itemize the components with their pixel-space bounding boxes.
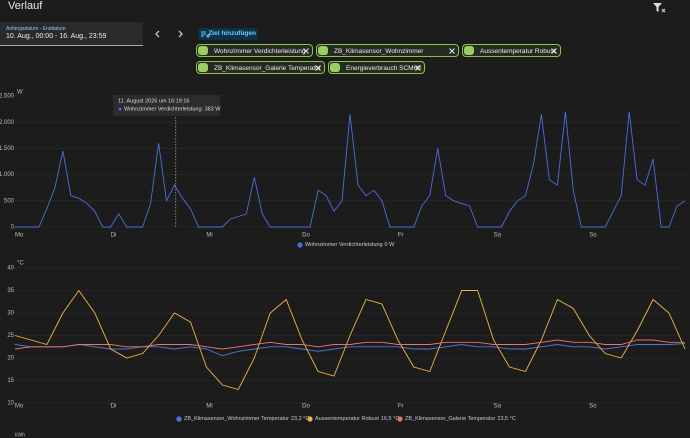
x-tick-label: Di	[111, 404, 117, 410]
filter-icon[interactable]	[652, 2, 666, 14]
legend-name: ZB_Klimasensor_Wohnzimmer Temperatur	[184, 416, 289, 422]
chip-remove[interactable]	[415, 65, 421, 71]
legend-name: Aussentemperatur Robust	[315, 416, 379, 422]
x-tick-label: Mi	[206, 404, 212, 410]
y-tick-label: 35	[7, 288, 14, 294]
x-tick-label: Mo	[15, 404, 24, 410]
chip-icon	[330, 63, 340, 72]
target-chip[interactable]: Energieverbrauch SCM60	[328, 61, 425, 74]
x-tick-label: Fr	[398, 233, 404, 239]
x-tick-label: Mi	[206, 233, 212, 239]
y-tick-label: 1.500	[0, 146, 15, 152]
x-tick-label: Di	[111, 233, 117, 239]
y-axis-unit: °C	[17, 261, 24, 267]
legend-marker	[307, 416, 313, 422]
x-tick-label: Fr	[398, 404, 404, 410]
legend-state: 0 W	[385, 242, 396, 248]
legend-label: Wohnzimmer Verdichterleistung 0 W	[305, 242, 395, 248]
legend-label: ZB_Klimasensor_Wohnzimmer Temperatur 23,2…	[184, 416, 309, 422]
series-line	[15, 111, 686, 228]
y-tick-label: 0	[11, 225, 15, 231]
chip-remove[interactable]	[315, 65, 321, 71]
legend-marker	[297, 242, 303, 248]
legend-label: Aussentemperatur Robust 16,5 °C	[315, 416, 399, 422]
target-chip[interactable]: Wohnzimmer Verdichterleistung	[196, 44, 313, 57]
add-target-button[interactable]: Ziel hinzufügen	[198, 28, 258, 40]
x-tick-label: So	[589, 233, 597, 239]
legend-name: Wohnzimmer Verdichterleistung	[305, 242, 383, 248]
legend-label: ZB_Klimasensor_Galerie Temperatur 23,5 °C	[405, 416, 516, 422]
y-tick-label: 15	[7, 378, 14, 384]
chip-icon	[198, 63, 208, 72]
legend-state: 23,5 °C	[497, 416, 515, 422]
tooltip-marker	[118, 107, 122, 111]
add-icon	[201, 31, 210, 38]
series-line	[14, 343, 686, 357]
date-picker[interactable]: Anfangsdatum - Enddatum 10. Aug., 00:00 -…	[0, 22, 143, 46]
date-value: 10. Aug., 00:00 - 16. Aug., 23:59	[6, 33, 107, 40]
date-label: Anfangsdatum - Enddatum	[6, 26, 66, 32]
chip-label: Wohnzimmer Verdichterleistung	[214, 48, 306, 55]
legend-state: 16,5 °C	[381, 416, 399, 422]
legend-state: 23,2 °C	[291, 416, 309, 422]
x-tick-label: Do	[302, 404, 310, 410]
tooltip-title: 11. August 2026 um 16:19:16	[118, 98, 189, 104]
chip-remove[interactable]	[303, 48, 309, 54]
x-tick-label: Do	[302, 233, 310, 239]
chip-label: ZB_Klimasensor_Galerie Temperatur	[214, 65, 321, 72]
y-tick-label: 30	[7, 311, 14, 317]
y-axis-unit: W	[17, 90, 23, 96]
chip-icon	[464, 46, 474, 55]
chip-remove[interactable]	[551, 48, 557, 54]
y-tick-label: 2.000	[0, 120, 15, 126]
chip-icon	[198, 46, 208, 55]
next-chart-unit: kWh	[15, 432, 25, 438]
tooltip-text: Wohnzimmer Verdichterleistung: 383 W	[124, 106, 221, 112]
y-tick-label: 25	[7, 333, 14, 339]
page-title: Verlauf	[8, 0, 43, 12]
y-tick-label: 2.500	[0, 94, 15, 100]
legend-marker	[176, 416, 182, 422]
y-tick-label: 500	[4, 198, 15, 204]
legend-name: ZB_Klimasensor_Galerie Temperatur	[405, 416, 496, 422]
series-line	[14, 339, 685, 350]
chip-icon	[318, 46, 328, 55]
tooltip-box	[113, 95, 220, 116]
x-tick-label: So	[589, 404, 597, 410]
series-line	[14, 289, 686, 391]
chip-remove[interactable]	[449, 48, 455, 54]
x-tick-label: Sa	[494, 233, 502, 239]
x-tick-label: Sa	[494, 404, 502, 410]
nav-arrows[interactable]	[152, 29, 188, 39]
x-tick-label: Mo	[15, 233, 24, 239]
target-chip[interactable]: Aussentemperatur Robust	[462, 44, 561, 57]
y-tick-label: 10	[7, 401, 14, 407]
y-tick-label: 1.000	[0, 172, 15, 178]
chip-label: Aussentemperatur Robust	[480, 48, 556, 55]
legend-marker	[397, 416, 403, 422]
y-tick-label: 40	[7, 266, 14, 272]
y-tick-label: 20	[7, 356, 14, 362]
target-chip[interactable]: ZB_Klimasensor_Galerie Temperatur	[196, 61, 325, 74]
chip-label: Energieverbrauch SCM60	[346, 65, 421, 72]
